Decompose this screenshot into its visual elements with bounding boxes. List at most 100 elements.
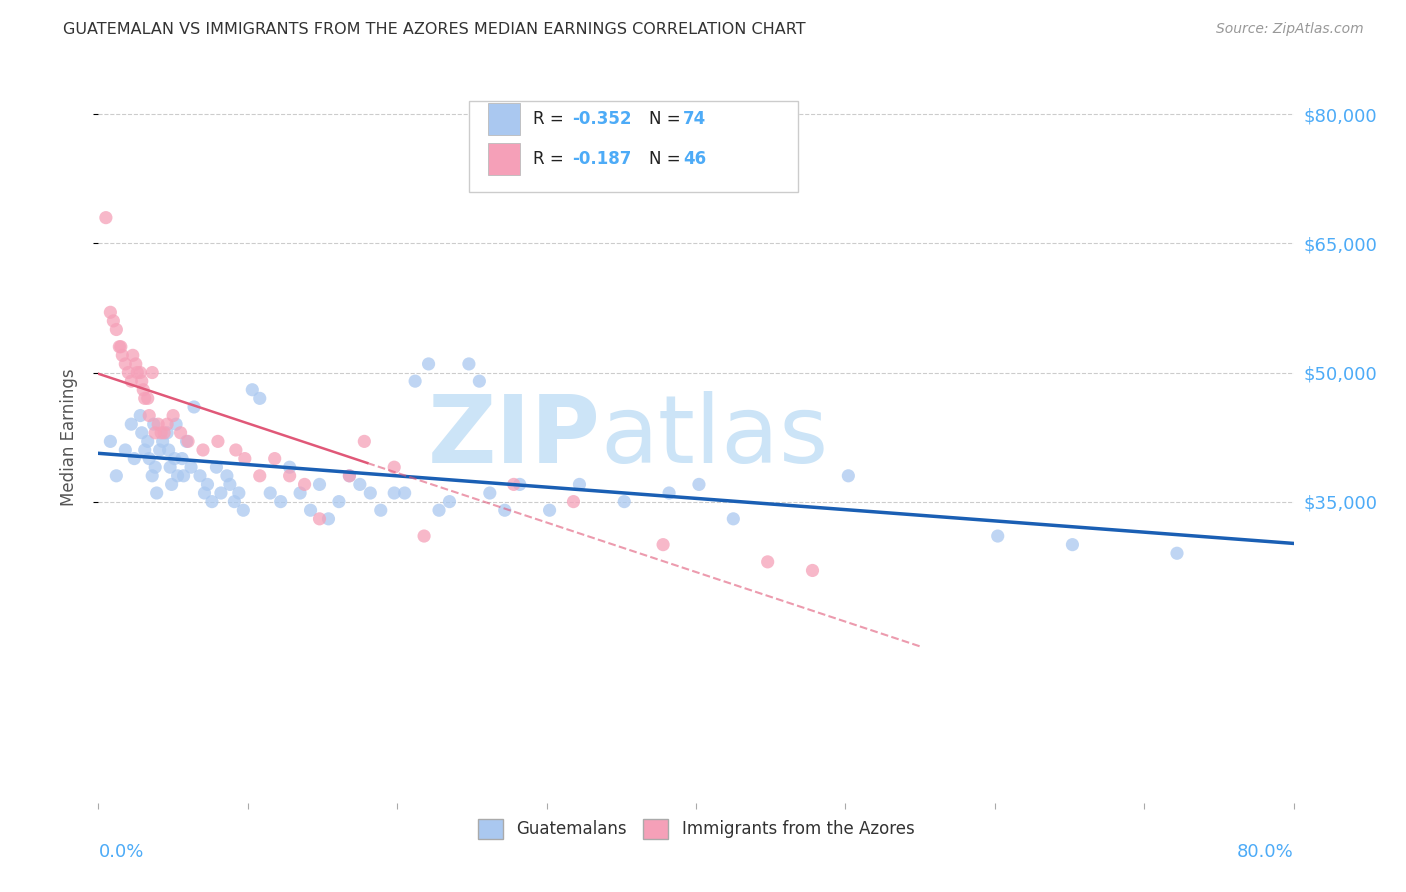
Point (658, 486, 681, 500)
Point (172, 451, 194, 466)
Point (166, 468, 188, 483)
Point (98, 305, 122, 319)
Point (318, 512, 340, 526)
Point (108, 340, 131, 354)
Point (129, 409, 152, 423)
Point (394, 486, 416, 500)
Point (138, 451, 160, 466)
Text: Source: ZipAtlas.com: Source: ZipAtlas.com (1216, 22, 1364, 37)
Point (458, 357, 481, 371)
Point (652, 538, 675, 552)
Point (288, 486, 311, 500)
Point (188, 468, 211, 483)
Point (125, 357, 148, 371)
Point (509, 477, 531, 491)
Point (233, 451, 256, 466)
Point (294, 477, 316, 491)
Point (427, 503, 450, 517)
FancyBboxPatch shape (488, 103, 520, 135)
Point (209, 486, 232, 500)
Point (153, 425, 176, 440)
Point (801, 564, 824, 578)
Point (124, 451, 146, 466)
Point (138, 409, 160, 423)
Point (225, 442, 247, 457)
Point (180, 460, 202, 475)
Point (404, 374, 426, 388)
Point (328, 494, 350, 508)
Point (127, 366, 149, 380)
Text: 80.0%: 80.0% (1237, 843, 1294, 861)
Point (159, 460, 181, 475)
Point (494, 503, 516, 517)
Point (299, 503, 322, 517)
Point (201, 494, 224, 508)
Point (308, 512, 330, 526)
Point (413, 529, 436, 543)
Point (136, 434, 159, 449)
Point (478, 486, 501, 500)
Text: R =: R = (533, 150, 569, 168)
Point (132, 383, 155, 397)
Point (228, 486, 250, 500)
Point (349, 477, 371, 491)
Point (134, 442, 156, 457)
Point (207, 434, 229, 449)
Point (370, 503, 392, 517)
Point (129, 366, 152, 380)
Point (502, 477, 524, 491)
Point (538, 503, 561, 517)
Point (176, 434, 198, 449)
Point (160, 477, 183, 491)
Point (1062, 538, 1084, 552)
Point (131, 425, 153, 440)
Point (224, 494, 246, 508)
Point (418, 357, 440, 371)
FancyBboxPatch shape (470, 101, 797, 192)
Point (141, 468, 163, 483)
Text: R =: R = (533, 110, 569, 128)
Y-axis label: Median Earnings: Median Earnings (59, 368, 77, 506)
Point (156, 417, 179, 432)
Point (278, 460, 301, 475)
Point (987, 529, 1010, 543)
Point (249, 468, 271, 483)
Text: ZIP: ZIP (427, 391, 600, 483)
Point (468, 374, 491, 388)
Point (143, 425, 166, 440)
Point (157, 442, 180, 457)
Point (141, 366, 163, 380)
Point (382, 486, 405, 500)
Point (1166, 546, 1188, 560)
Point (219, 477, 242, 491)
Point (156, 425, 179, 440)
Point (169, 425, 191, 440)
Point (134, 392, 156, 406)
Point (131, 374, 153, 388)
Point (177, 434, 200, 449)
Point (191, 442, 214, 457)
Point (193, 486, 215, 500)
Point (105, 468, 128, 483)
Point (837, 468, 859, 483)
Point (756, 555, 779, 569)
Point (105, 322, 128, 336)
Point (205, 460, 228, 475)
Point (103, 314, 125, 328)
Point (259, 486, 281, 500)
Point (308, 477, 330, 491)
Point (270, 494, 292, 508)
Point (145, 486, 167, 500)
Text: 46: 46 (683, 150, 706, 168)
Point (278, 468, 301, 483)
Point (249, 392, 271, 406)
Point (568, 477, 591, 491)
Point (197, 477, 219, 491)
Point (114, 442, 136, 457)
Point (215, 468, 238, 483)
Legend: Guatemalans, Immigrants from the Azores: Guatemalans, Immigrants from the Azores (471, 812, 921, 846)
Point (240, 383, 263, 397)
Point (562, 494, 585, 508)
Point (382, 460, 405, 475)
Point (162, 409, 184, 423)
